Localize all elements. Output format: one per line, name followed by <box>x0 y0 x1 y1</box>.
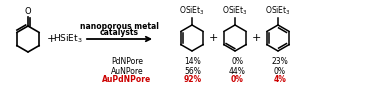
Text: +: + <box>208 33 218 43</box>
Text: 4%: 4% <box>274 76 287 84</box>
Text: AuNPore: AuNPore <box>111 67 143 76</box>
Text: 23%: 23% <box>272 58 288 67</box>
Text: OSiEt$_3$: OSiEt$_3$ <box>179 5 205 17</box>
Text: catalysts: catalysts <box>100 28 139 37</box>
Text: O: O <box>25 7 31 15</box>
Text: OSiEt$_3$: OSiEt$_3$ <box>265 5 291 17</box>
Text: 0%: 0% <box>231 76 243 84</box>
Text: 56%: 56% <box>184 67 201 76</box>
Text: +: + <box>251 33 261 43</box>
Text: 0%: 0% <box>231 58 243 67</box>
Text: 0%: 0% <box>274 67 286 76</box>
Text: nanoporous metal: nanoporous metal <box>80 22 159 31</box>
Text: HSiEt$_3$: HSiEt$_3$ <box>53 33 83 45</box>
Text: AuPdNPore: AuPdNPore <box>102 76 152 84</box>
Text: 92%: 92% <box>184 76 202 84</box>
Text: PdNPore: PdNPore <box>111 58 143 67</box>
Text: 44%: 44% <box>229 67 245 76</box>
Text: OSiEt$_3$: OSiEt$_3$ <box>222 5 248 17</box>
Text: 14%: 14% <box>184 58 201 67</box>
Text: +: + <box>46 34 56 44</box>
